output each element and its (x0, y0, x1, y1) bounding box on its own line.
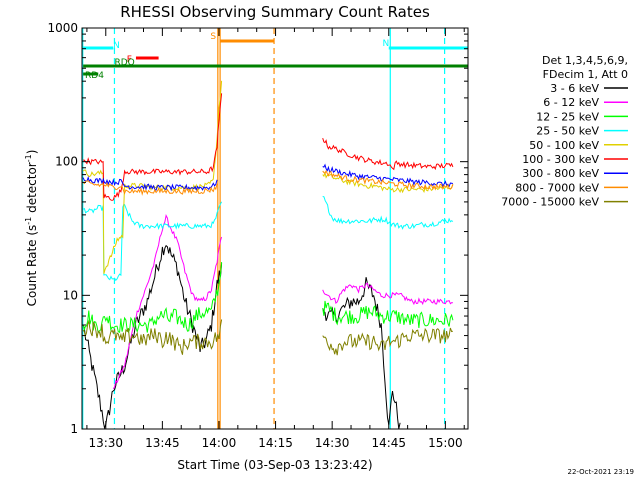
legend-header-line-2: FDecim 1, Att 0 (543, 68, 628, 81)
legend-label-800-7000-kev: 800 - 7000 keV (515, 181, 599, 194)
x-tick-label: 14:30 (315, 436, 350, 450)
x-tick-label: 13:30 (88, 436, 123, 450)
series-6-12-kev (112, 213, 453, 390)
legend-label-3-6-kev: 3 - 6 keV (550, 82, 599, 95)
state-label-n: N (383, 39, 390, 49)
y-tick-label: 100 (55, 155, 78, 169)
x-tick-label: 14:45 (371, 436, 406, 450)
plot-frame (81, 27, 469, 430)
x-tick-label: 15:00 (428, 436, 463, 450)
legend-header-line-1: Det 1,3,4,5,6,9, (542, 54, 628, 67)
y-tick-label: 10 (63, 288, 78, 302)
legend-label-6-12-kev: 6 - 12 keV (543, 96, 599, 109)
state-label-rd4: RD4 (85, 71, 104, 81)
x-tick-label: 14:15 (258, 436, 293, 450)
y-axis-ticks: 1 10 100 1000 (47, 21, 468, 436)
legend-label-25-50-kev: 25 - 50 keV (536, 125, 599, 138)
chart-title: RHESSI Observing Summary Count Rates (120, 3, 430, 21)
series-300-800-kev (82, 163, 453, 192)
y-tick-label: 1000 (47, 21, 78, 35)
legend-label-50-100-kev: 50 - 100 keV (529, 139, 599, 152)
x-tick-label: 13:45 (145, 436, 180, 450)
state-label-rdo: RDO (114, 58, 134, 68)
state-label-f: F (127, 55, 132, 65)
series-50-100-kev (82, 80, 454, 274)
x-axis-ticks: 13:30 13:45 14:00 14:15 14:30 14:45 15:00 (86, 28, 465, 450)
x-tick-label: 14:00 (202, 436, 237, 450)
series-25-50-kev (82, 195, 454, 282)
series-lines (82, 80, 454, 430)
legend-label-7000-15000-kev: 7000 - 15000 keV (501, 196, 599, 209)
legend-label-100-300-kev: 100 - 300 keV (522, 153, 599, 166)
series-100-300-kev (83, 93, 454, 201)
legend-label-12-25-kev: 12 - 25 keV (536, 110, 599, 123)
y-tick-label: 1 (70, 422, 78, 436)
legend-label-300-800-kev: 300 - 800 keV (522, 167, 599, 180)
x-axis-title: Start Time (03-Sep-03 13:23:42) (177, 458, 372, 472)
y-axis-title: Count Rate (s-1 detector-1) (24, 150, 39, 307)
footer-date: 22-Oct-2021 23:19 (568, 468, 634, 476)
event-vertical-lines (82, 28, 446, 429)
state-label-s: S (210, 32, 216, 42)
series-800-7000-kev (82, 169, 454, 196)
state-label-n: N (113, 41, 120, 51)
legend: Det 1,3,4,5,6,9, FDecim 1, Att 0 3 - 6 k… (501, 54, 628, 209)
series-7000-15000-kev (82, 319, 454, 356)
series-12-25-kev (82, 262, 454, 335)
